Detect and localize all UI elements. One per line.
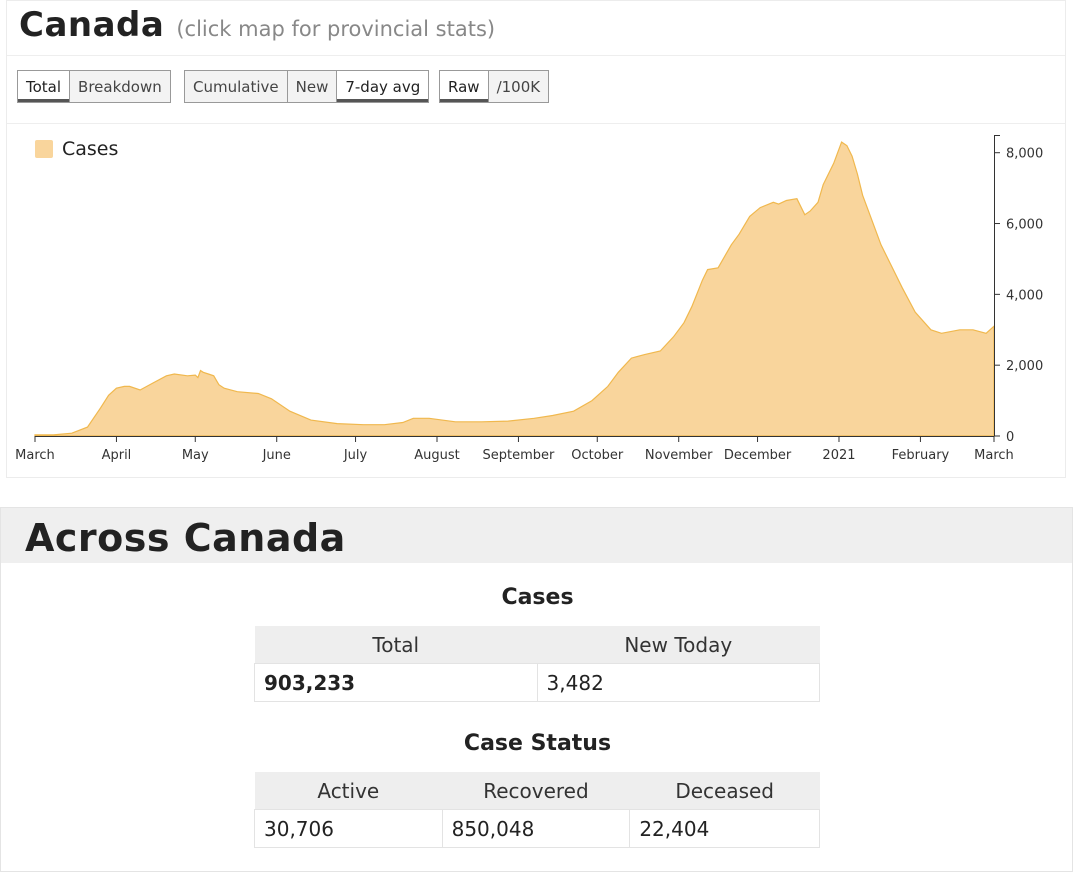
x-tick-label: 2021 (822, 448, 855, 463)
total-breakdown-toggle: Total Breakdown (17, 70, 171, 103)
cases-heading: Cases (501, 585, 574, 610)
mode-toggle: Cumulative New 7-day avg (184, 70, 430, 103)
cases-chart-svg: March April May June July August September Octo… (15, 135, 1043, 463)
page-subtitle: (click map for provincial stats) (176, 17, 496, 41)
case-status-table: Active Recovered Deceased 30,706 850,048… (254, 772, 820, 848)
table-header-row: Active Recovered Deceased (254, 772, 820, 810)
deceased-header: Deceased (629, 772, 820, 810)
chart-legend: Cases (35, 138, 118, 160)
legend-label: Cases (62, 138, 118, 160)
table-row: 30,706 850,048 22,404 (254, 809, 820, 848)
across-canada-panel: Across Canada Cases Total New Today 903,… (0, 507, 1073, 872)
legend-swatch (35, 140, 53, 158)
divider (7, 55, 1065, 56)
x-tick-label: August (414, 448, 460, 463)
cases-chart: March April May June July August September Octo… (7, 125, 1067, 475)
recovered-value: 850,048 (441, 809, 631, 848)
y-tick-label: 8,000 (1006, 147, 1043, 162)
total-header: Total (254, 626, 538, 664)
new-today-value: 3,482 (536, 663, 821, 702)
x-tick-label: September (483, 448, 556, 463)
y-tick-label: 0 (1006, 430, 1014, 445)
cumulative-button[interactable]: Cumulative (185, 71, 288, 102)
case-status-heading: Case Status (463, 731, 612, 756)
recovered-header: Recovered (442, 772, 630, 810)
table-row: 903,233 3,482 (254, 663, 821, 702)
total-button[interactable]: Total (18, 71, 71, 102)
x-tick-label: February (892, 448, 950, 463)
y-tick-label: 2,000 (1006, 359, 1043, 374)
canada-chart-card: Canada (click map for provincial stats) … (6, 0, 1066, 478)
scale-toggle: Raw /100K (439, 70, 550, 103)
y-tick-label: 4,000 (1006, 288, 1043, 303)
x-tick-label: November (645, 448, 713, 463)
x-tick-label: July (343, 448, 368, 463)
x-tick-label: March (974, 448, 1014, 463)
x-tick-label: May (182, 448, 209, 463)
x-tick-label: June (262, 448, 291, 463)
panel-header (1, 508, 1072, 563)
table-header-row: Total New Today (254, 626, 820, 664)
total-cases-value: 903,233 (254, 663, 538, 702)
active-header: Active (254, 772, 443, 810)
deceased-value: 22,404 (629, 809, 820, 848)
seven-day-avg-button[interactable]: 7-day avg (337, 71, 429, 102)
cases-table: Total New Today 903,233 3,482 (254, 626, 821, 702)
divider (7, 123, 1065, 124)
page-title: Canada (19, 5, 165, 45)
per-100k-button[interactable]: /100K (488, 71, 549, 102)
active-value: 30,706 (254, 809, 443, 848)
x-tick-label: March (15, 448, 55, 463)
new-today-header: New Today (537, 626, 820, 664)
y-tick-label: 6,000 (1006, 218, 1043, 233)
x-tick-label: April (102, 448, 132, 463)
x-tick-label: December (724, 448, 792, 463)
cases-area (34, 141, 995, 437)
new-button[interactable]: New (287, 71, 338, 102)
raw-button[interactable]: Raw (440, 71, 489, 102)
section-title: Across Canada (25, 516, 346, 560)
breakdown-button[interactable]: Breakdown (70, 71, 170, 102)
x-tick-label: October (571, 448, 624, 463)
card-header: Canada (click map for provincial stats) (19, 5, 1059, 55)
